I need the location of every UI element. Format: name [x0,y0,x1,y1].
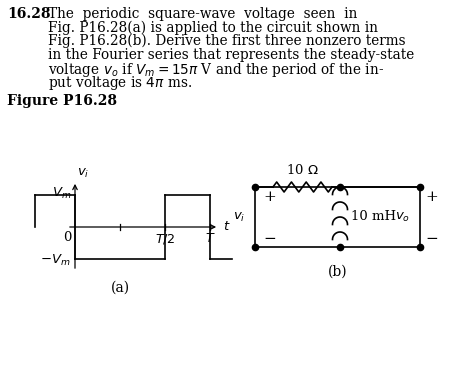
Text: 10 mH: 10 mH [351,210,396,223]
Text: +: + [262,190,275,204]
Text: Fig. P16.28(a) is applied to the circuit shown in: Fig. P16.28(a) is applied to the circuit… [48,21,377,35]
Text: $T/2$: $T/2$ [155,232,175,246]
Text: put voltage is $4\pi$ ms.: put voltage is $4\pi$ ms. [48,74,192,92]
Text: $V_m$: $V_m$ [51,185,71,201]
Text: Figure P16.28: Figure P16.28 [7,94,117,108]
Text: 10 $\Omega$: 10 $\Omega$ [285,163,318,177]
Text: $-$: $-$ [424,230,437,244]
Text: $-$: $-$ [262,230,276,244]
Text: (b): (b) [327,265,346,279]
Text: 16.28: 16.28 [7,7,51,21]
Text: $t$: $t$ [222,220,230,233]
Text: $v_i$: $v_i$ [232,210,245,223]
Text: $T$: $T$ [204,232,215,245]
Text: $v_i$: $v_i$ [77,167,89,180]
Text: $-V_m$: $-V_m$ [41,253,71,267]
Text: +: + [424,190,437,204]
Text: 0: 0 [64,231,72,244]
Text: $v_o$: $v_o$ [395,210,410,223]
Text: in the Fourier series that represents the steady-state: in the Fourier series that represents th… [48,47,413,62]
Text: Fig. P16.28(b). Derive the first three nonzero terms: Fig. P16.28(b). Derive the first three n… [48,34,405,49]
Text: voltage $v_o$ if $V_m = 15\pi$ V and the period of the in-: voltage $v_o$ if $V_m = 15\pi$ V and the… [48,61,383,79]
Text: The  periodic  square-wave  voltage  seen  in: The periodic square-wave voltage seen in [48,7,357,21]
Text: (a): (a) [110,281,129,295]
